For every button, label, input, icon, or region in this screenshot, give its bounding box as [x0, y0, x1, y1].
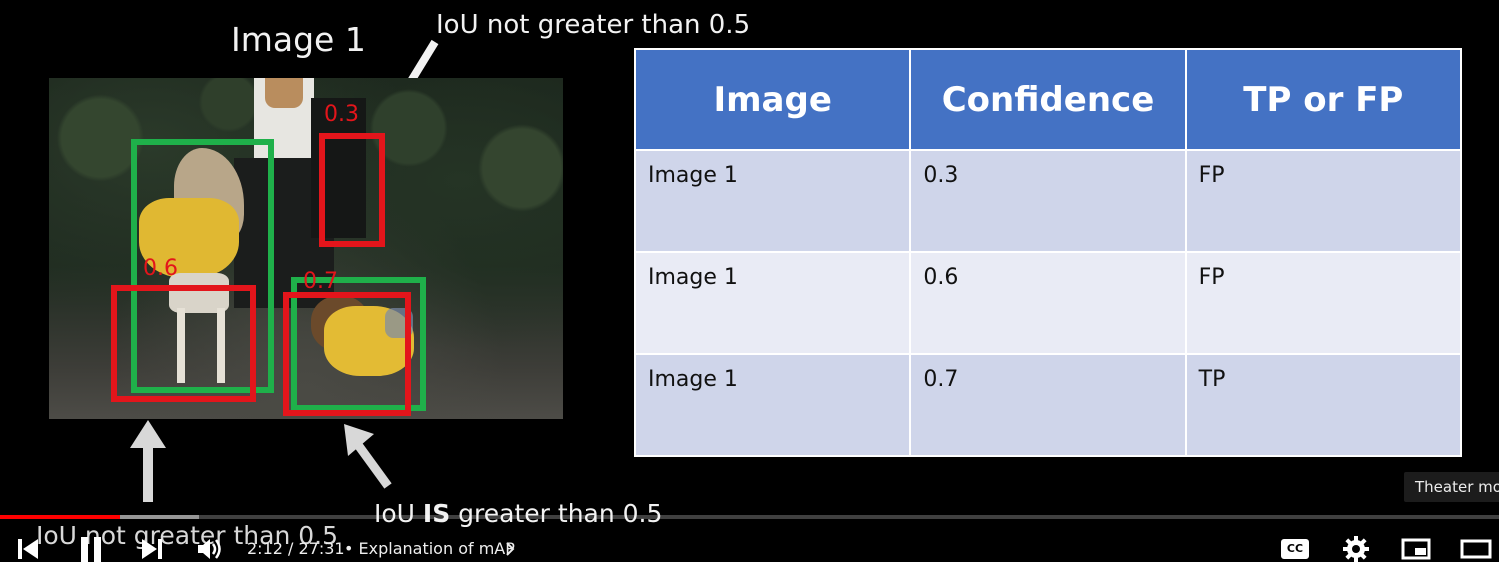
theater-mode-icon[interactable] [1460, 539, 1492, 559]
prediction-box-0.6 [111, 285, 256, 402]
previous-icon[interactable] [16, 537, 40, 561]
theater-mode-tooltip: Theater mode (t) [1404, 472, 1499, 502]
progress-bar[interactable] [0, 515, 1499, 519]
time-display: 2:12 / 27:31 [247, 539, 345, 558]
pause-icon[interactable] [78, 535, 104, 562]
table-cell: 0.7 [910, 354, 1185, 456]
table-header-image: Image [635, 49, 910, 150]
table-cell: Image 1 [635, 354, 910, 456]
table-cell: FP [1186, 150, 1461, 252]
results-table: Image Confidence TP or FP Image 1 0.3 FP… [634, 48, 1462, 457]
chapter-title-button[interactable]: • Explanation of mAP [344, 539, 515, 558]
table-row: Image 1 0.3 FP [635, 150, 1461, 252]
table-cell: Image 1 [635, 252, 910, 354]
confidence-label-0.7: 0.7 [303, 269, 338, 294]
detection-photo: 0.3 0.6 0.7 [49, 78, 563, 419]
table-cell: FP [1186, 252, 1461, 354]
arrow-up-left-icon [338, 422, 398, 492]
slide-image-title: Image 1 [231, 20, 366, 59]
table-cell: TP [1186, 354, 1461, 456]
table-cell: Image 1 [635, 150, 910, 252]
annotation-prefix: IoU [374, 499, 423, 528]
confidence-label-0.6: 0.6 [143, 256, 178, 281]
confidence-label-0.3: 0.3 [324, 102, 359, 127]
chevron-right-icon[interactable] [504, 542, 516, 556]
table-cell: 0.6 [910, 252, 1185, 354]
prediction-box-0.7 [283, 292, 411, 416]
captions-icon[interactable]: CC [1281, 539, 1309, 559]
table-row: Image 1 0.6 FP [635, 252, 1461, 354]
chapter-title: Explanation of mAP [359, 539, 515, 558]
prediction-box-0.3 [319, 133, 385, 247]
table-header-tp-fp: TP or FP [1186, 49, 1461, 150]
arrow-up-icon [128, 418, 168, 504]
table-header-confidence: Confidence [910, 49, 1185, 150]
annotation-suffix: greater than 0.5 [450, 499, 662, 528]
volume-icon[interactable] [196, 537, 222, 561]
miniplayer-icon[interactable] [1401, 538, 1431, 560]
annotation-bottom-right: IoU IS greater than 0.5 [374, 499, 662, 528]
annotation-bold: IS [423, 499, 450, 528]
settings-icon[interactable] [1342, 536, 1370, 562]
annotation-top: IoU not greater than 0.5 [436, 10, 750, 40]
table-header-row: Image Confidence TP or FP [635, 49, 1461, 150]
table-row: Image 1 0.7 TP [635, 354, 1461, 456]
chapter-separator: • [344, 539, 353, 558]
next-icon[interactable] [140, 537, 164, 561]
table-cell: 0.3 [910, 150, 1185, 252]
progress-played [0, 515, 120, 519]
